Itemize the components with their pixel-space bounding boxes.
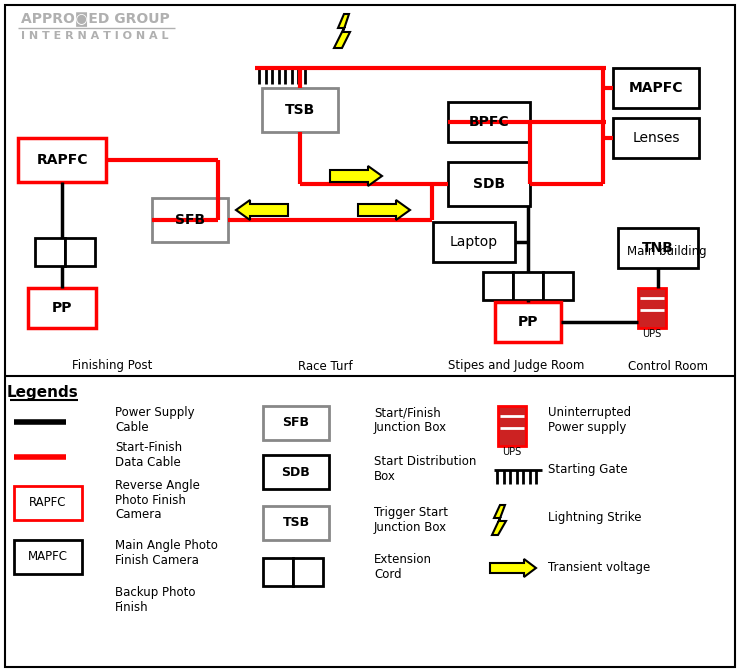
- Text: RAPFC: RAPFC: [36, 153, 88, 167]
- Text: RAPFC: RAPFC: [30, 497, 67, 509]
- FancyArrow shape: [358, 200, 410, 220]
- Text: Main Angle Photo
Finish Camera: Main Angle Photo Finish Camera: [115, 539, 218, 567]
- Bar: [448, 102, 530, 142]
- Text: Legends: Legends: [6, 384, 78, 399]
- Text: SDB: SDB: [473, 177, 505, 191]
- Bar: [513, 272, 543, 300]
- Bar: [543, 272, 573, 300]
- Bar: [495, 302, 561, 342]
- Text: PP: PP: [52, 301, 73, 315]
- Text: MAPFC: MAPFC: [629, 81, 683, 95]
- Bar: [483, 272, 513, 300]
- Text: Uninterrupted
Power supply: Uninterrupted Power supply: [548, 406, 631, 434]
- Text: Start-Finish
Data Cable: Start-Finish Data Cable: [115, 441, 182, 469]
- Text: Starting Gate: Starting Gate: [548, 464, 628, 476]
- Text: I N T E R N A T I O N A L: I N T E R N A T I O N A L: [21, 31, 169, 41]
- Bar: [433, 222, 515, 262]
- Bar: [638, 288, 666, 328]
- Text: Power Supply
Cable: Power Supply Cable: [115, 406, 195, 434]
- Text: Stipes and Judge Room: Stipes and Judge Room: [448, 360, 584, 372]
- Text: Control Room: Control Room: [628, 360, 708, 372]
- Text: SFB: SFB: [283, 417, 309, 429]
- Text: TSB: TSB: [283, 517, 309, 530]
- Bar: [613, 68, 699, 108]
- Bar: [263, 558, 293, 586]
- Bar: [7, 58, 217, 372]
- Text: MAPFC: MAPFC: [28, 550, 68, 564]
- Bar: [432, 58, 600, 372]
- Bar: [35, 238, 65, 266]
- Text: Backup Photo
Finish: Backup Photo Finish: [115, 586, 195, 614]
- Text: Lenses: Lenses: [632, 131, 680, 145]
- Bar: [603, 58, 733, 372]
- Text: Start/Finish
Junction Box: Start/Finish Junction Box: [374, 406, 447, 434]
- Text: Laptop: Laptop: [450, 235, 498, 249]
- Bar: [263, 406, 329, 440]
- Text: APPRO◙ED GROUP: APPRO◙ED GROUP: [21, 13, 169, 28]
- Text: Start Distribution
Box: Start Distribution Box: [374, 455, 477, 483]
- Bar: [448, 162, 530, 206]
- Text: TNB: TNB: [642, 241, 674, 255]
- Polygon shape: [334, 14, 350, 48]
- FancyArrow shape: [490, 559, 536, 577]
- Text: SDB: SDB: [282, 466, 310, 478]
- Bar: [18, 138, 106, 182]
- Bar: [263, 455, 329, 489]
- Text: TSB: TSB: [285, 103, 315, 117]
- Text: SFB: SFB: [175, 213, 205, 227]
- Text: Main building: Main building: [628, 245, 707, 259]
- FancyArrow shape: [236, 200, 288, 220]
- Bar: [263, 506, 329, 540]
- Text: PP: PP: [518, 315, 538, 329]
- Bar: [218, 58, 432, 372]
- Text: Trigger Start
Junction Box: Trigger Start Junction Box: [374, 506, 448, 534]
- Text: Race Turf: Race Turf: [297, 360, 352, 372]
- Bar: [28, 288, 96, 328]
- Bar: [618, 228, 698, 268]
- Bar: [14, 486, 82, 520]
- Bar: [262, 88, 338, 132]
- Bar: [152, 198, 228, 242]
- Bar: [613, 118, 699, 158]
- FancyArrow shape: [330, 166, 382, 186]
- Bar: [65, 238, 95, 266]
- Text: Lightning Strike: Lightning Strike: [548, 511, 642, 525]
- Text: Extension
Cord: Extension Cord: [374, 553, 432, 581]
- Bar: [498, 406, 526, 446]
- Bar: [14, 540, 82, 574]
- Polygon shape: [492, 505, 506, 535]
- Text: Finishing Post: Finishing Post: [72, 360, 152, 372]
- Text: Reverse Angle
Photo Finish
Camera: Reverse Angle Photo Finish Camera: [115, 478, 200, 521]
- Text: UPS: UPS: [502, 447, 522, 457]
- Text: Transient voltage: Transient voltage: [548, 562, 650, 575]
- Bar: [606, 64, 728, 260]
- Text: UPS: UPS: [642, 329, 662, 339]
- Bar: [293, 558, 323, 586]
- Text: BPFC: BPFC: [468, 115, 509, 129]
